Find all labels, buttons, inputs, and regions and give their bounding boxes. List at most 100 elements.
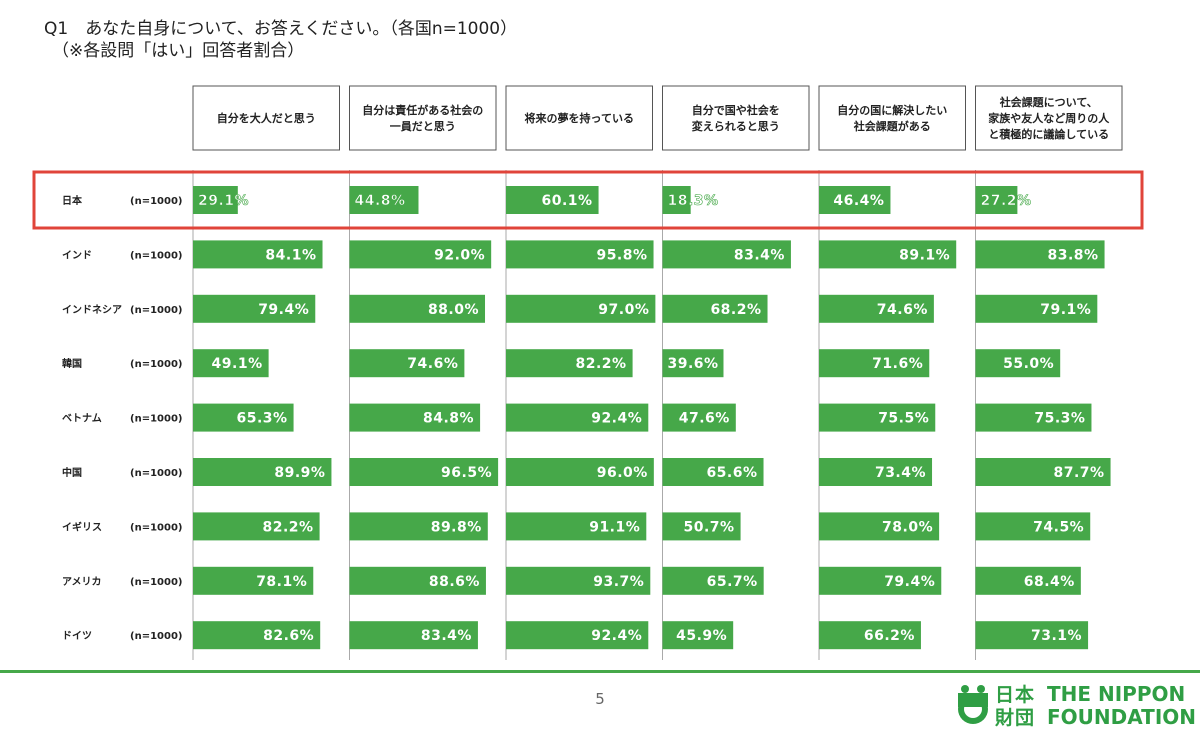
column-header-box xyxy=(975,85,1123,151)
bar xyxy=(975,512,1091,541)
bar xyxy=(193,240,323,269)
data-label: 84.1% xyxy=(265,247,316,263)
column-header-label: 一員だと思う xyxy=(390,120,456,133)
data-label: 65.6% xyxy=(706,465,757,481)
bar xyxy=(975,349,1061,378)
column-header-label: と積極的に議論している xyxy=(988,127,1109,141)
logo-jp-line1: 日本 xyxy=(995,684,1036,706)
bar xyxy=(349,403,481,432)
bar xyxy=(506,458,654,486)
data-label: 74.6% xyxy=(877,302,928,318)
country-label: ドイツ xyxy=(62,630,92,642)
data-label: 44.8% xyxy=(355,193,406,209)
bar xyxy=(662,294,768,323)
country-label: 日本 xyxy=(62,194,83,207)
country-label: 中国 xyxy=(62,466,82,479)
column-header-label: 家族や友人など周りの人 xyxy=(988,111,1110,125)
data-label: 84.8% xyxy=(423,411,474,427)
bar xyxy=(349,240,492,269)
data-label: 47.6% xyxy=(679,411,730,427)
bar xyxy=(819,186,891,214)
bar xyxy=(193,621,321,650)
bar xyxy=(662,403,736,432)
bar xyxy=(975,403,1092,432)
data-label: 83.4% xyxy=(421,628,472,644)
sample-size-label: (n=1000) xyxy=(130,631,182,642)
bar xyxy=(193,566,314,595)
bar xyxy=(506,294,656,323)
data-label: 89.1% xyxy=(899,247,950,263)
bar xyxy=(975,186,1018,214)
data-label: 83.4% xyxy=(734,247,785,263)
country-label: 韓国 xyxy=(62,357,82,370)
bar xyxy=(349,458,499,486)
bar xyxy=(193,294,316,323)
column-header-label: 自分は責任がある社会の xyxy=(362,103,483,117)
column-header-label: 自分で国や社会を xyxy=(692,103,780,117)
data-label: 39.6% xyxy=(668,356,719,372)
logo-en-line1: THE NIPPON xyxy=(1047,682,1186,706)
bar xyxy=(662,240,791,269)
bar xyxy=(349,621,478,650)
column-header-label: 将来の夢を持っている xyxy=(525,111,634,125)
column-header-label: 社会課題がある xyxy=(853,119,931,133)
sample-size-label: (n=1000) xyxy=(130,414,182,425)
column-header-box xyxy=(349,85,497,151)
column-header-box xyxy=(818,85,966,151)
bar xyxy=(349,512,488,541)
bar xyxy=(975,240,1105,269)
bar xyxy=(506,566,651,595)
data-label: 49.1% xyxy=(212,356,263,372)
column-header-box xyxy=(505,85,653,151)
bar xyxy=(193,349,269,378)
data-label: 73.1% xyxy=(1031,628,1082,644)
bar xyxy=(193,403,294,432)
highlight-box xyxy=(32,170,1144,230)
sample-size-label: (n=1000) xyxy=(130,359,182,370)
data-label: 89.9% xyxy=(274,465,325,481)
data-label: 78.0% xyxy=(882,519,933,535)
bar xyxy=(819,403,936,432)
data-label: 74.6% xyxy=(407,356,458,372)
data-label: 68.2% xyxy=(710,302,761,318)
data-label: 96.5% xyxy=(441,465,492,481)
column-header-label: 社会課題について、 xyxy=(999,95,1098,109)
bar xyxy=(506,186,599,214)
data-label: 75.5% xyxy=(878,411,929,427)
bar xyxy=(975,621,1089,650)
data-label: 65.7% xyxy=(707,574,758,590)
data-label: 92.4% xyxy=(591,411,642,427)
data-label: 96.0% xyxy=(597,465,648,481)
bar xyxy=(819,240,957,269)
bar xyxy=(506,621,649,650)
sample-size-label: (n=1000) xyxy=(130,196,182,207)
data-label: 79.4% xyxy=(258,302,309,318)
data-label: 73.4% xyxy=(875,465,926,481)
bar xyxy=(349,566,486,595)
data-label: 65.3% xyxy=(236,411,287,427)
column-header-label: 自分を大人だと思う xyxy=(217,111,316,125)
data-label: 92.4% xyxy=(591,628,642,644)
data-label: 89.8% xyxy=(431,519,482,535)
bar xyxy=(506,403,649,432)
bar xyxy=(662,458,764,486)
bar xyxy=(975,566,1081,595)
data-label: 27.2% xyxy=(981,193,1032,209)
data-label: 78.1% xyxy=(256,574,307,590)
data-label: 60.1% xyxy=(541,193,592,209)
data-label: 79.1% xyxy=(1040,302,1091,318)
bar xyxy=(819,458,933,486)
bar xyxy=(193,458,332,486)
data-label: 93.7% xyxy=(593,574,644,590)
data-label: 79.4% xyxy=(884,574,935,590)
bar xyxy=(506,240,654,269)
bar xyxy=(506,512,647,541)
column-header-label: 変えられると思う xyxy=(692,119,780,133)
sample-size-label: (n=1000) xyxy=(130,468,182,479)
column-header-label: 自分の国に解決したい xyxy=(837,103,947,117)
country-label: ベトナム xyxy=(62,413,102,425)
bar xyxy=(193,186,238,214)
page-number: 5 xyxy=(595,690,605,708)
data-label: 74.5% xyxy=(1033,519,1084,535)
